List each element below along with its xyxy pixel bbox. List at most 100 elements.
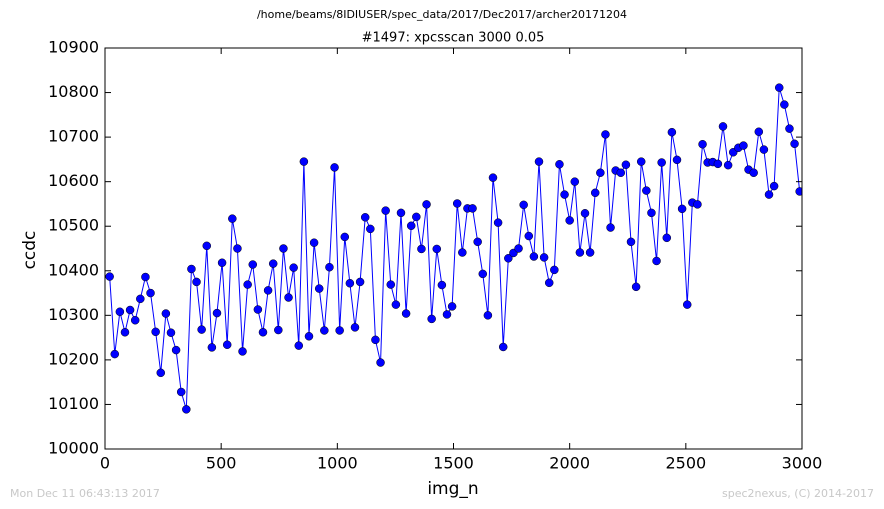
data-point (386, 280, 396, 289)
data-point (504, 254, 513, 263)
data-point (192, 277, 201, 287)
data-point (636, 157, 646, 166)
data-point (187, 264, 196, 274)
data-point (442, 310, 452, 319)
data-point (483, 311, 493, 320)
data-point (626, 237, 636, 247)
data-point (596, 168, 605, 178)
data-point (125, 305, 135, 315)
data-point (238, 347, 247, 356)
y-tick-label: 10700 (48, 127, 99, 146)
data-point (304, 332, 314, 341)
data-point (657, 158, 666, 167)
data-point (294, 341, 304, 350)
data-point (452, 199, 462, 208)
data-point (228, 214, 237, 223)
data-point (202, 241, 212, 251)
data-point (406, 221, 416, 231)
data-point (360, 213, 370, 222)
x-tick-label: 1000 (317, 454, 358, 473)
data-point (682, 300, 692, 309)
data-point (248, 260, 258, 269)
data-point (233, 244, 242, 253)
data-point (335, 326, 344, 335)
data-point (207, 343, 217, 352)
data-point (355, 277, 365, 287)
x-tick-label: 2500 (665, 454, 706, 473)
data-point (197, 325, 206, 334)
data-point (161, 309, 171, 318)
data-point (253, 305, 263, 314)
data-point (677, 204, 687, 214)
data-point (284, 293, 293, 302)
x-tick-label: 3000 (782, 454, 823, 473)
data-point (376, 358, 385, 367)
data-point (647, 208, 656, 218)
data-point (565, 216, 574, 225)
data-point (279, 244, 288, 253)
y-tick-label: 10600 (48, 171, 99, 190)
data-point (401, 309, 411, 318)
data-point (268, 259, 278, 268)
data-point (580, 209, 590, 218)
data-point (514, 244, 523, 253)
x-tick-label: 2000 (549, 454, 590, 473)
data-point (345, 279, 355, 288)
data-point (560, 190, 569, 199)
data-point (396, 208, 406, 218)
data-point (217, 258, 227, 268)
data-point (141, 272, 150, 282)
data-point (350, 323, 360, 332)
chart-title: #1497: xpcsscan 3000 0.05 (362, 31, 545, 46)
data-point (171, 345, 181, 355)
data-point (381, 206, 390, 215)
data-point (182, 405, 191, 414)
data-point (534, 157, 544, 166)
data-point (621, 160, 631, 169)
data-point (754, 127, 764, 137)
data-line (109, 87, 801, 410)
footer-left: Mon Dec 11 06:43:13 2017 (10, 487, 160, 500)
y-tick-label: 10100 (48, 394, 99, 413)
data-point (325, 262, 334, 272)
data-point (146, 288, 155, 298)
data-point (790, 139, 799, 149)
plot-area (105, 83, 802, 414)
data-point (391, 300, 401, 309)
data-point (156, 368, 166, 378)
data-point (115, 307, 125, 317)
data-point (258, 328, 268, 337)
data-point (555, 160, 564, 169)
data-point (575, 248, 585, 257)
data-point (606, 223, 615, 232)
data-point (769, 181, 779, 191)
data-point (544, 278, 554, 288)
data-point (739, 141, 748, 150)
suptitle: /home/beams/8IDIUSER/spec_data/2017/Dec2… (257, 8, 627, 21)
data-point (713, 159, 723, 169)
data-point (176, 387, 186, 397)
data-point (570, 177, 580, 186)
data-point (698, 139, 707, 149)
data-point (478, 269, 488, 279)
x-tick-label: 0 (100, 454, 110, 473)
data-point (320, 326, 329, 335)
data-point (785, 124, 794, 133)
data-point (314, 284, 324, 293)
data-point (539, 253, 549, 262)
data-point (488, 173, 498, 182)
data-point (601, 130, 610, 139)
data-point (473, 237, 482, 247)
data-point (774, 83, 784, 92)
data-point (130, 315, 140, 325)
y-tick-label: 10500 (48, 216, 99, 235)
x-tick-label: 500 (206, 454, 237, 473)
y-tick-label: 10200 (48, 349, 99, 368)
data-point (590, 188, 600, 198)
data-point (340, 232, 350, 242)
data-point (309, 238, 319, 247)
y-tick-label: 10800 (48, 82, 99, 101)
y-tick-label: 10400 (48, 260, 99, 279)
footer-right: spec2nexus, (C) 2014-2017 (722, 487, 874, 500)
